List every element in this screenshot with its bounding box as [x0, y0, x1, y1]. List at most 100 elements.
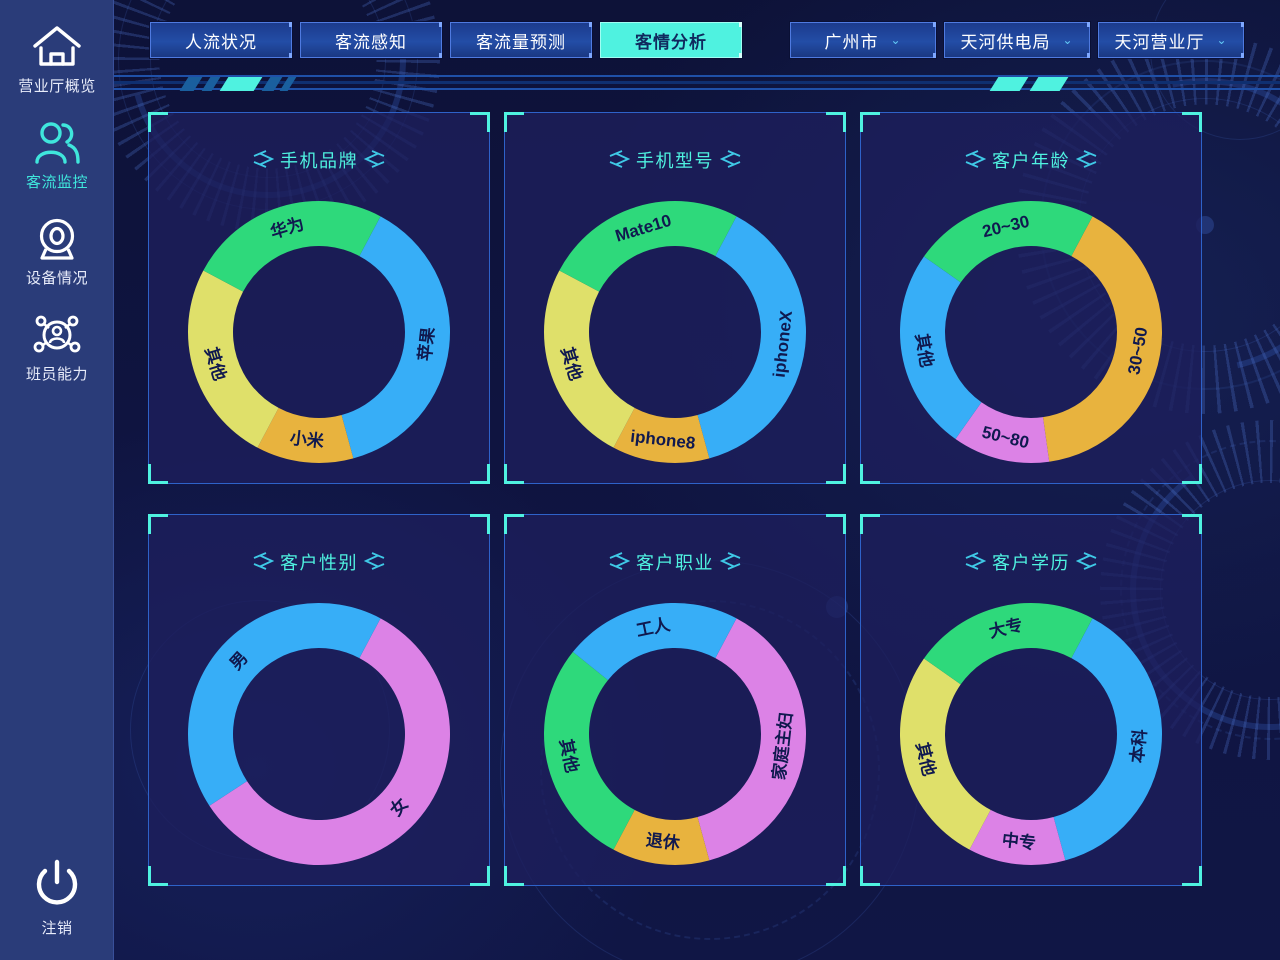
- sidebar-item-label: 设备情况: [25, 270, 88, 287]
- select-hall-value: 天河营业厅: [1114, 32, 1205, 52]
- donut-chart-customer-gender[interactable]: 女男: [149, 589, 489, 879]
- donut-segment[interactable]: [900, 256, 982, 440]
- donut-segment[interactable]: [613, 809, 710, 865]
- chart-panel-customer-occupation: 客户职业家庭主妇 退休 其他 工人: [504, 514, 846, 886]
- title-deco-right-icon: [720, 150, 790, 168]
- donut-segment[interactable]: [572, 603, 737, 681]
- donut-segment-label: 本科: [1126, 728, 1150, 764]
- panel-corner-br: [1182, 464, 1202, 484]
- title-deco-right-icon: [1076, 150, 1146, 168]
- panel-title: 手机品牌: [149, 147, 489, 173]
- title-deco-right-icon: [364, 552, 434, 570]
- donut-segment[interactable]: [257, 407, 354, 464]
- chart-panel-phone-brand: 手机品牌苹果 小米 其他 华为: [148, 112, 490, 484]
- sidebar-item-passenger-flow[interactable]: 客流监控: [0, 120, 114, 192]
- panel-corner-bl: [860, 866, 880, 886]
- sidebar-item-overview[interactable]: 营业厅概览: [0, 24, 114, 96]
- home-icon: [31, 24, 83, 70]
- donut-segment[interactable]: [188, 270, 279, 448]
- chart-panel-phone-model: 手机型号 iphoneX iphone8 其他 Mate10: [504, 112, 846, 484]
- donut-segment[interactable]: [188, 603, 381, 806]
- donut-segment[interactable]: [697, 618, 806, 861]
- title-deco-left-icon: [204, 552, 274, 570]
- donut-chart-customer-age[interactable]: 30~50 50~80 其他 20~30: [861, 187, 1201, 477]
- title-deco-left-icon: [916, 150, 986, 168]
- chevron-down-icon: ⌄: [1062, 33, 1074, 47]
- select-hall[interactable]: 天河营业厅 ⌄: [1098, 22, 1244, 58]
- panel-title-text: 客户学历: [992, 553, 1070, 573]
- donut-chart-phone-model[interactable]: iphoneX iphone8 其他 Mate10: [505, 187, 845, 477]
- donut-segment[interactable]: [697, 216, 806, 459]
- logout-button[interactable]: 注销: [0, 859, 114, 938]
- panel-corner-tl: [860, 514, 880, 534]
- chevron-down-icon: ⌄: [890, 33, 902, 47]
- sidebar-item-label: 客流监控: [25, 174, 88, 191]
- donut-segment[interactable]: [1042, 216, 1162, 462]
- donut-segment-label: 中专: [1001, 829, 1037, 853]
- panel-title-text: 手机型号: [636, 151, 714, 171]
- panel-corner-bl: [860, 464, 880, 484]
- donut-chart-customer-occupation[interactable]: 家庭主妇 退休 其他 工人: [505, 589, 845, 879]
- panel-title: 手机型号: [505, 147, 845, 173]
- donut-segment[interactable]: [969, 809, 1066, 865]
- chevron-down-icon: ⌄: [1216, 33, 1228, 47]
- sidebar-item-devices[interactable]: 设备情况: [0, 216, 114, 288]
- title-deco-left-icon: [560, 150, 630, 168]
- title-deco-left-icon: [916, 552, 986, 570]
- select-bureau[interactable]: 天河供电局 ⌄: [944, 22, 1090, 58]
- donut-chart-customer-education[interactable]: 本科 中专 其他 大专: [861, 589, 1201, 879]
- panel-corner-br: [470, 866, 490, 886]
- donut-segment[interactable]: [544, 270, 635, 448]
- panel-title-text: 客户性别: [280, 553, 358, 573]
- panel-corner-tr: [1182, 112, 1202, 132]
- panel-corner-br: [826, 464, 846, 484]
- panel-corner-bl: [504, 464, 524, 484]
- donut-segment[interactable]: [923, 201, 1093, 283]
- panel-corner-bl: [148, 464, 168, 484]
- tab-label: 客流感知: [335, 32, 407, 52]
- tab-flow-forecast[interactable]: 客流量预测: [450, 22, 592, 58]
- donut-segment[interactable]: [544, 651, 635, 850]
- sidebar: 营业厅概览 客流监控 设备情况: [0, 0, 114, 960]
- donut-segment[interactable]: [203, 201, 381, 292]
- donut-segment[interactable]: [341, 216, 450, 459]
- staff-network-icon: [31, 312, 83, 358]
- donut-segment[interactable]: [1053, 618, 1162, 861]
- panel-corner-br: [1182, 866, 1202, 886]
- tab-people-flow[interactable]: 人流状况: [150, 22, 292, 58]
- donut-segment[interactable]: [900, 658, 991, 850]
- panel-corner-br: [470, 464, 490, 484]
- panel-title: 客户年龄: [861, 147, 1201, 173]
- panel-corner-tl: [148, 112, 168, 132]
- donut-segment[interactable]: [613, 407, 710, 464]
- logout-label: 注销: [41, 920, 73, 937]
- panel-corner-tl: [504, 514, 524, 534]
- title-deco-right-icon: [1076, 552, 1146, 570]
- panel-title: 客户职业: [505, 549, 845, 575]
- panel-corner-tr: [470, 514, 490, 534]
- tab-flow-sensing[interactable]: 客流感知: [300, 22, 442, 58]
- chart-panel-customer-age: 客户年龄 30~50 50~80 其他 20~30: [860, 112, 1202, 484]
- panel-title-text: 客户年龄: [992, 151, 1070, 171]
- tab-customer-analysis[interactable]: 客情分析: [600, 22, 742, 58]
- select-city[interactable]: 广州市 ⌄: [790, 22, 936, 58]
- donut-segment-label: 退休: [645, 829, 682, 853]
- panel-corner-tl: [148, 514, 168, 534]
- select-city-value: 广州市: [824, 32, 879, 52]
- donut-chart-phone-brand[interactable]: 苹果 小米 其他 华为: [149, 187, 489, 477]
- title-deco-right-icon: [720, 552, 790, 570]
- donut-segment[interactable]: [209, 618, 450, 865]
- sidebar-item-staff-ability[interactable]: 班员能力: [0, 312, 114, 384]
- donut-svg: 女男: [188, 603, 450, 865]
- donut-segment[interactable]: [923, 603, 1093, 685]
- tab-label: 客流量预测: [476, 32, 566, 52]
- sidebar-item-label: 营业厅概览: [18, 78, 96, 95]
- donut-segment[interactable]: [955, 402, 1050, 464]
- donut-segment[interactable]: [559, 201, 737, 292]
- tab-label: 客情分析: [635, 32, 707, 52]
- panel-corner-tl: [504, 112, 524, 132]
- chart-panel-customer-gender: 客户性别女男: [148, 514, 490, 886]
